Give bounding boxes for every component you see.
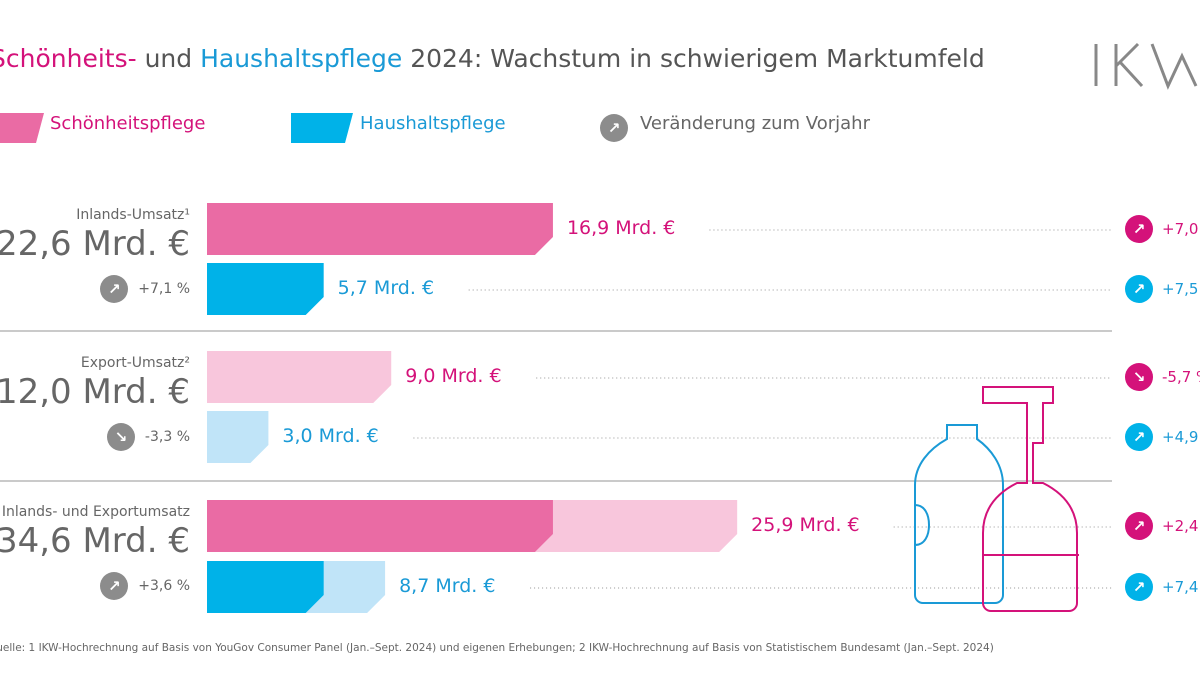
- arrow-up-icon: ↗: [1125, 215, 1153, 243]
- bar-household: [207, 411, 269, 463]
- group-label: Export-Umsatz²: [80, 355, 190, 371]
- group-total: 12,0 Mrd. €: [0, 372, 190, 412]
- bar-value-label: 9,0 Mrd. €: [405, 365, 502, 387]
- bar-value-label: 5,7 Mrd. €: [337, 277, 435, 299]
- change-value: -5,7 %: [1162, 368, 1200, 386]
- bottles-illustration: [914, 386, 1079, 612]
- change-indicator: ↗ +7,4 %: [1125, 573, 1200, 601]
- group-change-value: +3,6 %: [138, 578, 190, 594]
- change-indicator: ↗ +4,9 %: [1125, 423, 1200, 451]
- legend-household-label: Haushaltspflege: [360, 113, 506, 134]
- title-beauty: Schönheits-: [0, 44, 137, 73]
- group-change: ↘ -3,3 %: [106, 423, 190, 451]
- ikw-logo: [1094, 42, 1198, 90]
- group-label: Inlands-Umsatz¹: [76, 207, 190, 223]
- arrow-up-icon: ↗: [1125, 512, 1153, 540]
- arrow-up-icon: ↗: [1125, 573, 1153, 601]
- bar-household: [207, 263, 324, 315]
- arrow-up-icon: ↗: [1125, 423, 1153, 451]
- bar-inland-segment: [207, 500, 553, 552]
- bar-beauty: [207, 203, 553, 255]
- change-indicator: ↗ +7,0 %: [1125, 215, 1200, 243]
- arrow-up-icon: ↗: [1125, 275, 1153, 303]
- bar-value-label: 16,9 Mrd. €: [566, 217, 676, 239]
- group-total: 22,6 Mrd. €: [0, 224, 190, 264]
- title-household: Haushaltspflege: [200, 44, 403, 73]
- group-change: ↗ +3,6 %: [100, 572, 190, 600]
- bar-value-label: 3,0 Mrd. €: [282, 425, 379, 447]
- legend-household-swatch: [291, 113, 353, 143]
- arrow-up-icon: ↗: [600, 114, 628, 142]
- arrow-down-icon: ↘: [1125, 363, 1153, 391]
- change-value: +4,9 %: [1162, 428, 1200, 446]
- legend-change-label: Veränderung zum Vorjahr: [640, 113, 870, 134]
- change-value: +2,4 %: [1162, 517, 1200, 535]
- change-value: +7,5 %: [1162, 280, 1200, 298]
- change-indicator: ↗ +2,4 %: [1125, 512, 1200, 540]
- bar-value-label: 25,9 Mrd. €: [751, 514, 860, 536]
- chart-title: Schönheits- und Haushaltspflege 2024: Wa…: [0, 44, 985, 73]
- group-label: Inlands- und Exportumsatz: [1, 504, 190, 520]
- group-change-value: +7,1 %: [138, 281, 190, 297]
- change-indicator: ↘ -5,7 %: [1125, 363, 1200, 391]
- bar-value-label: 8,7 Mrd. €: [399, 575, 496, 597]
- arrow-down-icon: ↘: [106, 423, 135, 451]
- title-and: und: [136, 44, 201, 73]
- group-change-value: -3,3 %: [144, 429, 190, 445]
- source-footnote: Quelle: 1 IKW-Hochrechnung auf Basis von…: [0, 642, 994, 654]
- group-change: ↗ +7,1 %: [100, 275, 190, 303]
- change-indicator: ↗ +7,5 %: [1125, 275, 1200, 303]
- legend-beauty-label: Schönheitspflege: [50, 113, 206, 134]
- bar-beauty: [207, 351, 392, 403]
- arrow-up-icon: ↗: [100, 572, 129, 600]
- title-rest: 2024: Wachstum in schwierigem Marktumfel…: [402, 44, 985, 73]
- arrow-up-icon: ↗: [100, 275, 129, 303]
- group-total: 34,6 Mrd. €: [0, 521, 190, 561]
- legend-beauty-swatch: [0, 113, 44, 143]
- change-value: +7,4 %: [1162, 578, 1200, 596]
- change-value: +7,0 %: [1162, 220, 1200, 238]
- bar-inland-segment: [207, 561, 324, 613]
